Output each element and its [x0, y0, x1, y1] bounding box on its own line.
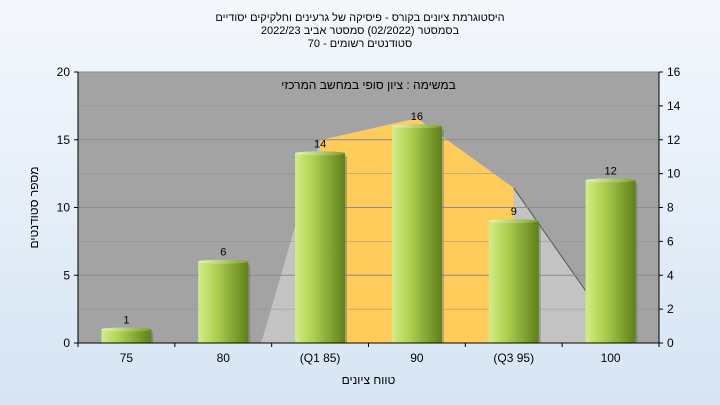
- chart-title-line-1: היסטוגרמת ציונים בקורס - פיסיקה של גרעינ…: [215, 12, 505, 24]
- bar-cap: [295, 151, 346, 156]
- bar-value-label: 12: [604, 165, 616, 177]
- chart-annotation: במשימה : ציון סופי במחשב המרכזי: [281, 78, 456, 92]
- x-tick-label: 100: [601, 351, 621, 365]
- x-tick-label: (Q1 85): [300, 351, 341, 365]
- bar-value-label: 16: [411, 111, 423, 123]
- bar: [101, 329, 152, 343]
- y2-tick-label: 6: [667, 234, 674, 248]
- x-tick-label: (Q3 95): [493, 351, 534, 365]
- y2-tick-label: 16: [667, 65, 681, 79]
- bar: [295, 153, 346, 343]
- bar: [391, 126, 442, 343]
- bar-cap: [488, 219, 539, 224]
- bar-value-label: 9: [511, 206, 517, 218]
- bar: [585, 180, 636, 343]
- y-axis-label: מספר סטודנטים: [27, 166, 41, 248]
- y-tick-label: 10: [57, 201, 71, 215]
- bar: [198, 261, 249, 343]
- y2-tick-label: 12: [667, 133, 681, 147]
- bar: [488, 221, 539, 343]
- y2-tick-label: 2: [667, 302, 674, 316]
- chart-title-line-2: בסמסטר (02/2022) סמסטר אביב 2022/23: [260, 25, 460, 37]
- x-axis-label: טווח ציונים: [342, 373, 396, 387]
- bar-cap: [198, 259, 249, 264]
- y2-tick-label: 0: [667, 336, 674, 350]
- bar-value-label: 14: [314, 138, 326, 150]
- y2-tick-label: 10: [667, 167, 681, 181]
- y-tick-label: 5: [63, 268, 70, 282]
- y2-tick-label: 8: [667, 201, 674, 215]
- bar-value-label: 6: [220, 247, 226, 259]
- bar-cap: [101, 327, 152, 332]
- y2-tick-label: 4: [667, 268, 674, 282]
- bar-cap: [585, 178, 636, 183]
- x-tick-label: 75: [120, 351, 134, 365]
- bar-value-label: 1: [123, 314, 129, 326]
- x-tick-label: 90: [410, 351, 424, 365]
- y-tick-label: 15: [57, 133, 71, 147]
- y-tick-label: 0: [63, 336, 70, 350]
- y-tick-label: 20: [57, 65, 71, 79]
- chart-title-line-3: סטודנטים רשומים - 70: [307, 38, 413, 50]
- y2-tick-label: 14: [667, 99, 681, 113]
- bar-cap: [391, 124, 442, 129]
- x-tick-label: 80: [217, 351, 231, 365]
